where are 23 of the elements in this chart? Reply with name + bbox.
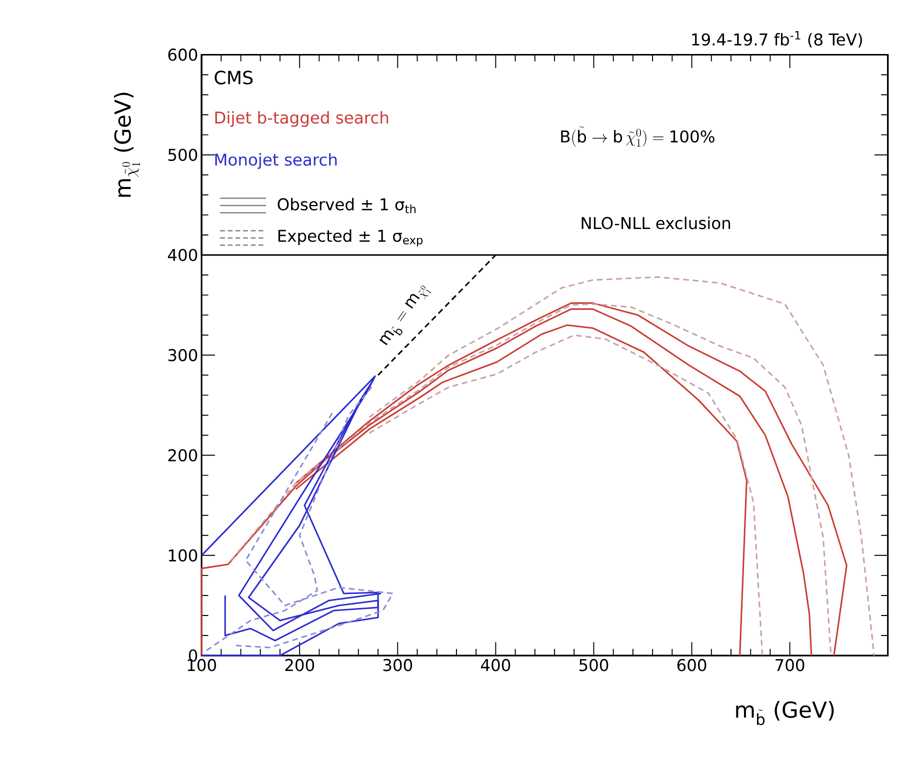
annotation: Dijet b-tagged search <box>215 110 388 127</box>
x-tick-label: 600 <box>677 658 706 672</box>
y-tick-label: 500 <box>168 148 198 161</box>
x-tick-label: 400 <box>480 658 510 672</box>
y-tick-label: 100 <box>168 549 198 562</box>
annotation: CMS <box>214 70 253 84</box>
y-axis-title: $\text{m}_{\tilde{\chi}^{0}_{1}}\ \text{(GeV)}$ <box>114 92 140 197</box>
annotation: Observed ± 1 σ$_{th}$ <box>278 198 416 214</box>
y-tick-label: 600 <box>168 48 198 61</box>
annotation: Expected ± 1 σ$_{exp}$ <box>278 229 423 246</box>
annotation: Monojet search <box>215 153 337 169</box>
x-tick-label: 700 <box>776 658 804 672</box>
y-tick-label: 200 <box>168 448 198 462</box>
y-tick-label: 300 <box>168 348 198 362</box>
annotation: NLO-NLL exclusion <box>582 216 730 230</box>
y-tick-label: 400 <box>168 248 198 261</box>
x-axis-title: $\text{m}_{\tilde{\text{b}}}\ \text{(GeV)}$ <box>736 700 834 725</box>
text: 19.4-19.7 fb$^{-1}$ (8 TeV) <box>692 30 862 48</box>
x-tick-label: 200 <box>285 658 314 672</box>
annotation: $\text{B}(\tilde{\text{b}} \rightarrow \text{b}\,\tilde{\chi}^{0}_{1}) = \text{100\%}$ <box>561 126 714 146</box>
x-tick-label: 300 <box>383 658 412 672</box>
x-tick-label: 500 <box>579 658 608 672</box>
annotation: $\text{m}_{\tilde{\text{b}}} = \text{m}_{\tilde{\chi}^{0}_{1}}$ <box>379 285 432 346</box>
